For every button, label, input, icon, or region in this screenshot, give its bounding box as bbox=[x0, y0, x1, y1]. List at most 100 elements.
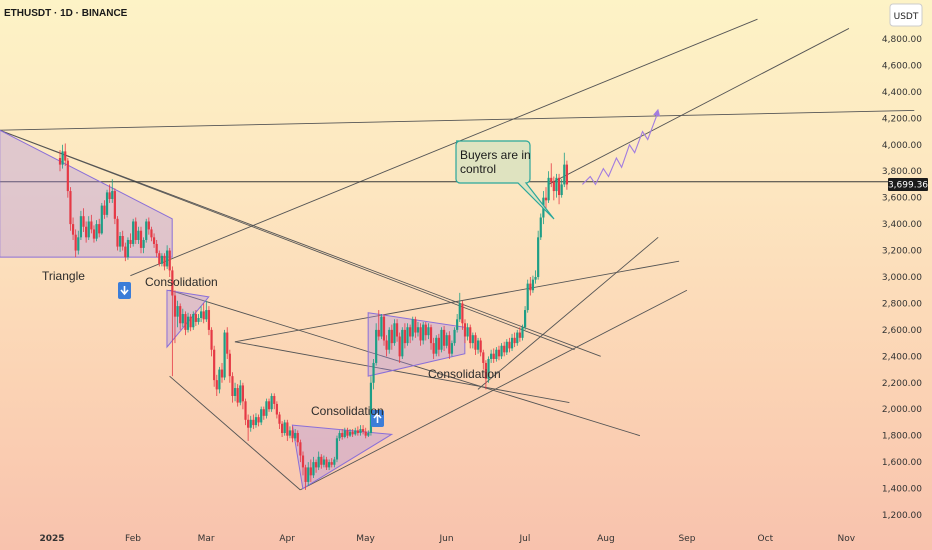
candle-body bbox=[124, 246, 127, 258]
candle-129 bbox=[395, 319, 399, 342]
candle-body bbox=[79, 216, 83, 238]
candle-22 bbox=[116, 216, 119, 251]
candle-body bbox=[435, 337, 438, 354]
candle-body bbox=[111, 191, 114, 199]
candle-body bbox=[419, 327, 422, 341]
candle-167 bbox=[495, 347, 498, 362]
candle-body bbox=[403, 329, 407, 344]
candle-body bbox=[283, 422, 286, 434]
candle-98 bbox=[314, 459, 318, 473]
candle-66 bbox=[231, 372, 234, 403]
candle-body bbox=[69, 191, 72, 225]
candle-body bbox=[531, 279, 535, 291]
candle-94 bbox=[304, 464, 307, 490]
candle-body bbox=[398, 336, 401, 357]
candle-6 bbox=[74, 229, 77, 258]
candle-13 bbox=[92, 225, 96, 243]
candle-88 bbox=[288, 426, 292, 439]
candle-body bbox=[176, 306, 179, 317]
candle-57 bbox=[207, 306, 211, 336]
candle-21 bbox=[113, 188, 116, 225]
candle-90 bbox=[294, 429, 297, 441]
candle-51 bbox=[192, 311, 195, 330]
candle-body bbox=[85, 226, 88, 238]
candle-body bbox=[186, 316, 190, 330]
candle-body bbox=[299, 442, 302, 456]
candle-body bbox=[74, 234, 77, 251]
candle-156 bbox=[466, 323, 469, 341]
y-tick-label: 4,800.00 bbox=[882, 35, 922, 45]
candle-body bbox=[223, 332, 226, 378]
candle-body bbox=[118, 236, 122, 247]
candle-115 bbox=[359, 425, 362, 436]
candle-140 bbox=[424, 321, 427, 341]
candle-23 bbox=[118, 232, 122, 252]
candle-125 bbox=[385, 335, 388, 357]
candle-146 bbox=[440, 327, 443, 353]
candle-55 bbox=[202, 303, 205, 324]
candle-body bbox=[239, 385, 242, 403]
candle-body bbox=[503, 345, 506, 353]
candle-body bbox=[346, 430, 349, 436]
candle-body bbox=[557, 177, 561, 196]
candle-26 bbox=[126, 237, 130, 260]
candle-39 bbox=[160, 253, 164, 267]
candle-body bbox=[103, 205, 106, 215]
candle-body bbox=[231, 376, 234, 396]
candle-17 bbox=[103, 200, 106, 219]
candle-116 bbox=[361, 425, 365, 435]
candle-body bbox=[471, 335, 474, 344]
candle-102 bbox=[325, 456, 328, 471]
candle-body bbox=[113, 191, 116, 219]
candle-body bbox=[516, 332, 519, 344]
candle-58 bbox=[210, 327, 213, 357]
candle-body bbox=[424, 324, 427, 336]
candle-body bbox=[166, 250, 169, 267]
trendline-6 bbox=[234, 341, 570, 404]
candle-body bbox=[497, 349, 501, 357]
trendline-8 bbox=[169, 375, 301, 491]
candle-body bbox=[179, 306, 182, 324]
candle-body bbox=[129, 239, 132, 244]
candle-172 bbox=[508, 337, 511, 353]
callout: Buyers are in control bbox=[455, 140, 555, 220]
candle-163 bbox=[484, 360, 488, 390]
candle-187 bbox=[547, 171, 550, 203]
candle-127 bbox=[390, 324, 393, 350]
candle-body bbox=[66, 160, 69, 192]
candle-body bbox=[307, 467, 310, 482]
candle-body bbox=[61, 151, 64, 165]
candle-173 bbox=[510, 333, 514, 352]
candle-149 bbox=[448, 331, 451, 359]
candle-body bbox=[226, 332, 229, 354]
candle-109 bbox=[343, 427, 346, 439]
candle-49 bbox=[186, 312, 190, 333]
candle-35 bbox=[150, 226, 153, 242]
current-price-tag: 3,699.36 bbox=[888, 178, 928, 192]
candle-body bbox=[304, 467, 307, 482]
candle-body bbox=[286, 422, 289, 436]
candle-body bbox=[192, 314, 195, 328]
candle-body bbox=[495, 349, 498, 359]
y-tick-label: 3,000.00 bbox=[882, 273, 922, 283]
candle-body bbox=[563, 164, 566, 185]
candle-body bbox=[139, 230, 143, 248]
candle-body bbox=[275, 403, 278, 415]
candle-body bbox=[312, 462, 315, 476]
candle-body bbox=[152, 237, 156, 244]
y-tick-label: 2,200.00 bbox=[882, 379, 922, 389]
candle-body bbox=[132, 221, 135, 244]
candle-121 bbox=[375, 323, 378, 366]
candle-143 bbox=[432, 337, 435, 359]
candle-body bbox=[278, 414, 281, 424]
candle-68 bbox=[236, 384, 239, 407]
candle-body bbox=[393, 323, 396, 344]
candle-body bbox=[134, 221, 137, 240]
candle-body bbox=[249, 419, 252, 428]
candle-body bbox=[456, 319, 459, 330]
candle-body bbox=[168, 250, 171, 271]
currency-unit-button[interactable]: USDT bbox=[889, 3, 923, 27]
candle-83 bbox=[275, 401, 278, 419]
candle-61 bbox=[218, 366, 221, 394]
